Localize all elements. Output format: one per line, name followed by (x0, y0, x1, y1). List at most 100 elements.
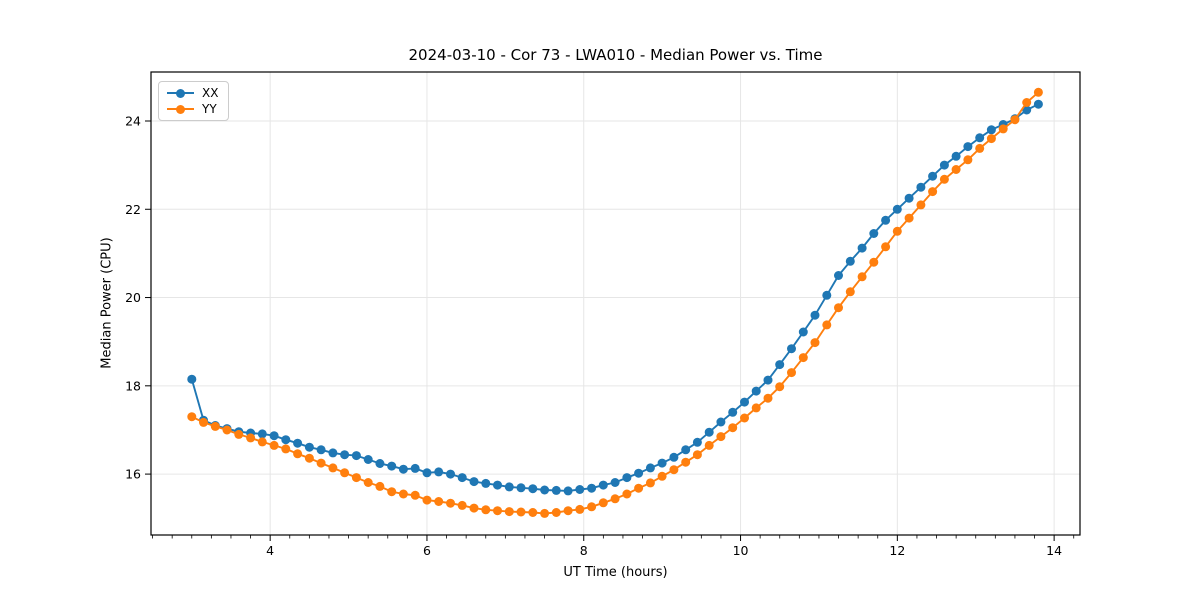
legend: XX YY (158, 81, 230, 121)
data-point-yy (351, 473, 361, 483)
data-point-xx (328, 448, 338, 458)
data-point-xx (704, 427, 714, 437)
data-point-yy (528, 508, 538, 517)
data-point-xx (410, 463, 420, 473)
legend-item-xx: XX (167, 87, 218, 99)
data-point-yy (751, 403, 761, 413)
data-point-yy (939, 174, 949, 184)
data-point-yy (269, 440, 279, 450)
data-point-yy (575, 504, 585, 514)
data-point-xx (634, 468, 644, 478)
data-point-xx (469, 477, 479, 487)
data-point-yy (481, 505, 491, 515)
data-point-yy (187, 412, 197, 422)
data-point-yy (375, 481, 385, 491)
data-point-yy (598, 498, 608, 508)
data-point-xx (269, 431, 279, 441)
data-point-yy (834, 303, 843, 313)
data-point-yy (881, 242, 891, 252)
data-point-xx (657, 458, 667, 468)
data-point-yy (951, 165, 961, 174)
data-point-yy (210, 421, 220, 431)
data-point-yy (410, 490, 420, 500)
data-point-yy (657, 471, 667, 481)
marker-dot-icon (176, 88, 185, 98)
data-point-yy (222, 425, 232, 435)
x-tick-label: 6 (423, 543, 431, 558)
data-point-yy (199, 417, 208, 427)
data-point-yy (540, 508, 550, 518)
data-point-yy (728, 423, 738, 433)
data-point-yy (563, 506, 573, 516)
chart-title: 2024-03-10 - Cor 73 - LWA010 - Median Po… (408, 46, 823, 64)
x-tick-label: 4 (266, 543, 274, 558)
data-point-xx (740, 397, 749, 407)
data-point-xx (834, 271, 843, 280)
data-point-yy (246, 433, 256, 443)
data-point-xx (351, 451, 361, 461)
data-point-yy (763, 393, 773, 403)
data-point-xx (563, 486, 573, 496)
data-point-xx (798, 327, 808, 337)
data-point-xx (504, 482, 514, 492)
data-point-xx (669, 452, 679, 462)
y-tick-label: 20 (125, 290, 141, 305)
data-point-yy (669, 465, 679, 475)
data-point-xx (822, 290, 832, 300)
data-point-yy (1010, 115, 1020, 125)
y-tick-label: 24 (125, 113, 141, 128)
data-point-yy (869, 257, 879, 267)
data-point-xx (810, 310, 820, 320)
data-point-xx (622, 473, 632, 483)
data-point-xx (257, 429, 267, 439)
data-point-xx (939, 160, 949, 170)
data-point-xx (375, 459, 385, 468)
marker-dot-icon (176, 104, 185, 114)
data-point-xx (963, 142, 973, 152)
data-point-xx (340, 450, 350, 460)
data-point-yy (998, 124, 1008, 134)
data-point-yy (398, 489, 408, 499)
data-point-yy (692, 450, 702, 460)
data-point-xx (892, 204, 902, 214)
data-point-xx (1022, 105, 1032, 115)
data-point-yy (892, 226, 902, 236)
data-point-yy (434, 497, 444, 506)
data-point-yy (281, 444, 291, 454)
data-point-yy (904, 213, 914, 223)
data-point-xx (975, 133, 985, 143)
data-point-yy (257, 437, 267, 447)
y-axis-label: Median Power (CPU) (99, 237, 115, 369)
data-point-yy (704, 440, 714, 450)
data-point-xx (457, 473, 467, 483)
data-point-yy (857, 272, 867, 282)
data-point-yy (469, 503, 479, 513)
data-point-xx (481, 478, 491, 488)
data-point-yy (504, 507, 514, 517)
legend-item-yy: YY (167, 103, 218, 115)
data-point-xx (281, 435, 291, 445)
data-point-yy (422, 495, 432, 505)
data-point-yy (234, 429, 244, 439)
data-point-xx (692, 437, 702, 447)
data-point-yy (387, 487, 397, 497)
data-point-yy (634, 483, 644, 493)
data-point-xx (728, 407, 738, 417)
data-point-xx (316, 445, 326, 455)
data-point-xx (187, 374, 197, 384)
x-tick-label: 10 (733, 543, 749, 558)
data-point-xx (387, 461, 397, 471)
data-point-xx (528, 484, 538, 494)
data-point-xx (587, 483, 597, 493)
y-tick-label: 16 (125, 467, 141, 482)
data-point-yy (916, 200, 926, 210)
data-point-yy (681, 457, 691, 467)
data-point-yy (328, 463, 338, 473)
legend-label-xx: XX (202, 86, 219, 100)
data-point-xx (787, 344, 796, 354)
data-point-yy (810, 338, 820, 348)
data-point-xx (716, 417, 726, 427)
data-point-xx (916, 182, 926, 192)
